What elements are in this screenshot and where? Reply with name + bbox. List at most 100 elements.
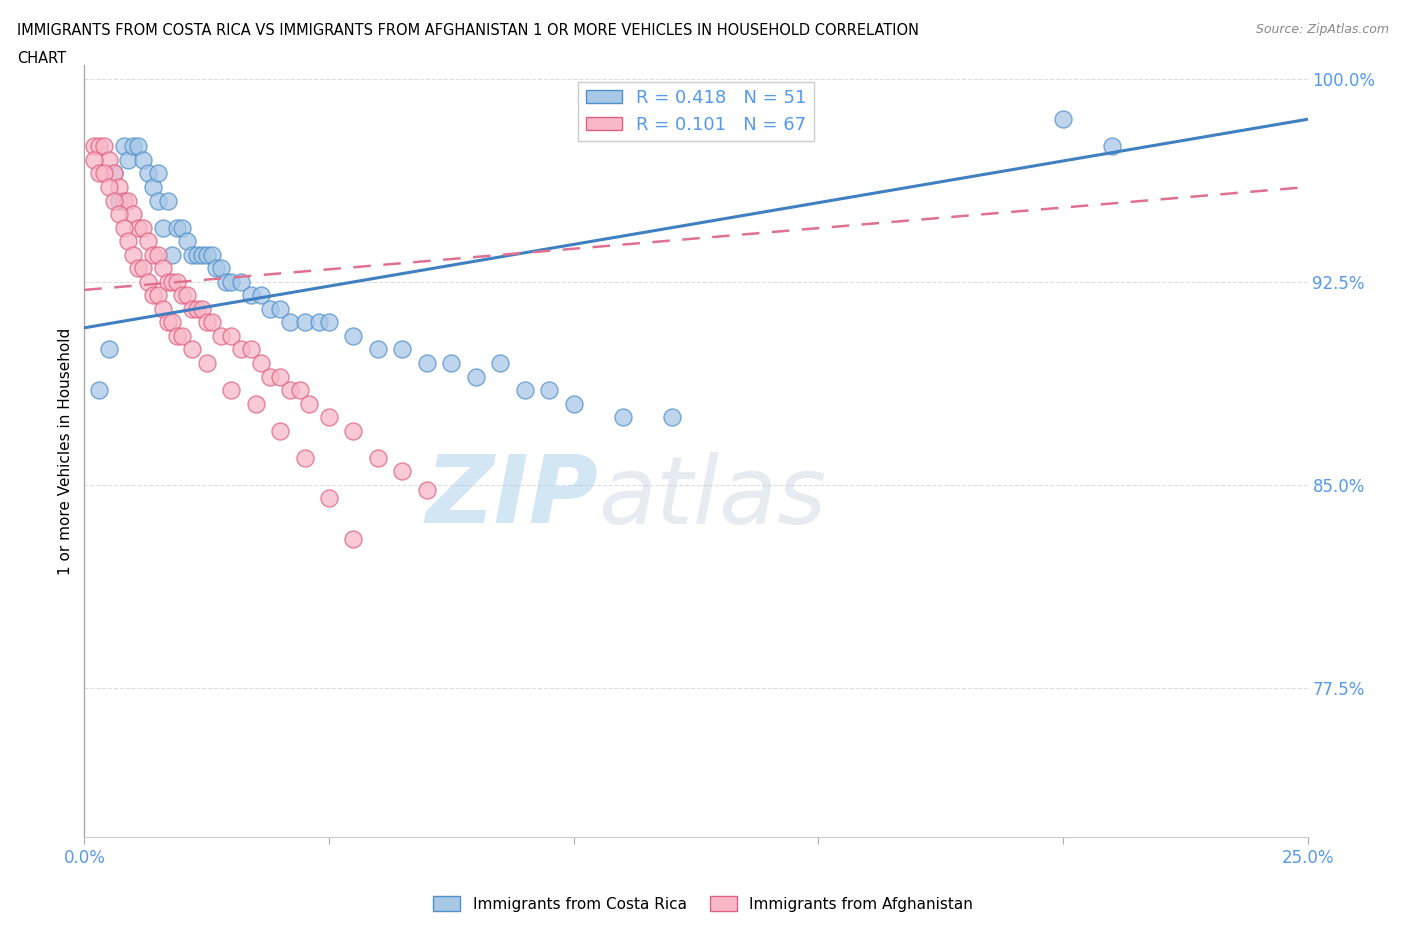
Point [117,153,139,167]
Point [259,301,281,316]
Point [259,369,281,384]
Point [146,193,169,208]
Point [122,247,145,262]
Point [269,369,291,384]
Point [97,342,120,357]
Point [298,396,321,411]
Point [132,220,155,235]
Point [103,166,125,180]
Point [612,410,634,425]
Point [112,220,135,235]
Point [1101,139,1123,153]
Point [162,274,184,289]
Point [200,315,222,330]
Point [152,301,174,316]
Point [112,193,135,208]
Point [318,315,340,330]
Point [142,247,165,262]
Point [1052,112,1074,126]
Point [87,382,110,397]
Legend: Immigrants from Costa Rica, Immigrants from Afghanistan: Immigrants from Costa Rica, Immigrants f… [427,890,979,918]
Point [181,247,204,262]
Point [127,220,149,235]
Point [342,328,364,343]
Point [142,288,165,303]
Point [156,193,179,208]
Point [416,355,439,370]
Point [172,328,194,343]
Point [464,369,486,384]
Text: ZIP: ZIP [425,451,598,543]
Point [342,532,364,547]
Point [489,355,512,370]
Point [191,247,214,262]
Point [391,342,413,357]
Point [191,301,214,316]
Point [132,153,155,167]
Point [172,220,194,235]
Point [107,193,129,208]
Point [152,260,174,275]
Point [269,423,291,438]
Point [391,464,413,479]
Point [97,179,120,194]
Point [146,247,169,262]
Point [156,315,179,330]
Point [97,153,120,167]
Point [200,247,222,262]
Point [93,166,115,180]
Point [87,166,110,180]
Point [156,274,179,289]
Point [308,315,330,330]
Point [146,288,169,303]
Point [538,382,561,397]
Point [440,355,463,370]
Point [103,166,125,180]
Point [513,382,536,397]
Point [166,274,188,289]
Point [166,328,188,343]
Point [219,382,242,397]
Point [186,301,208,316]
Point [181,301,204,316]
Point [278,382,301,397]
Point [162,315,184,330]
Point [416,483,439,498]
Point [142,179,165,194]
Point [83,139,105,153]
Point [176,233,198,248]
Point [127,139,149,153]
Point [146,166,169,180]
Point [112,139,135,153]
Point [136,233,159,248]
Point [229,342,252,357]
Point [342,423,364,438]
Point [249,288,271,303]
Text: CHART: CHART [17,51,66,66]
Point [127,260,149,275]
Point [195,355,218,370]
Point [107,206,129,221]
Point [186,247,208,262]
Point [367,342,389,357]
Point [278,315,301,330]
Text: atlas: atlas [598,452,827,543]
Point [195,247,218,262]
Point [209,260,232,275]
Point [249,355,271,370]
Point [117,193,139,208]
Point [122,139,145,153]
Point [318,410,340,425]
Point [562,396,585,411]
Point [239,342,262,357]
Point [166,220,188,235]
Point [245,396,267,411]
Legend: R = 0.418   N = 51, R = 0.101   N = 67: R = 0.418 N = 51, R = 0.101 N = 67 [578,82,814,141]
Point [87,139,110,153]
Point [176,288,198,303]
Point [172,288,194,303]
Point [215,274,238,289]
Point [269,301,291,316]
Point [209,328,232,343]
Point [122,206,145,221]
